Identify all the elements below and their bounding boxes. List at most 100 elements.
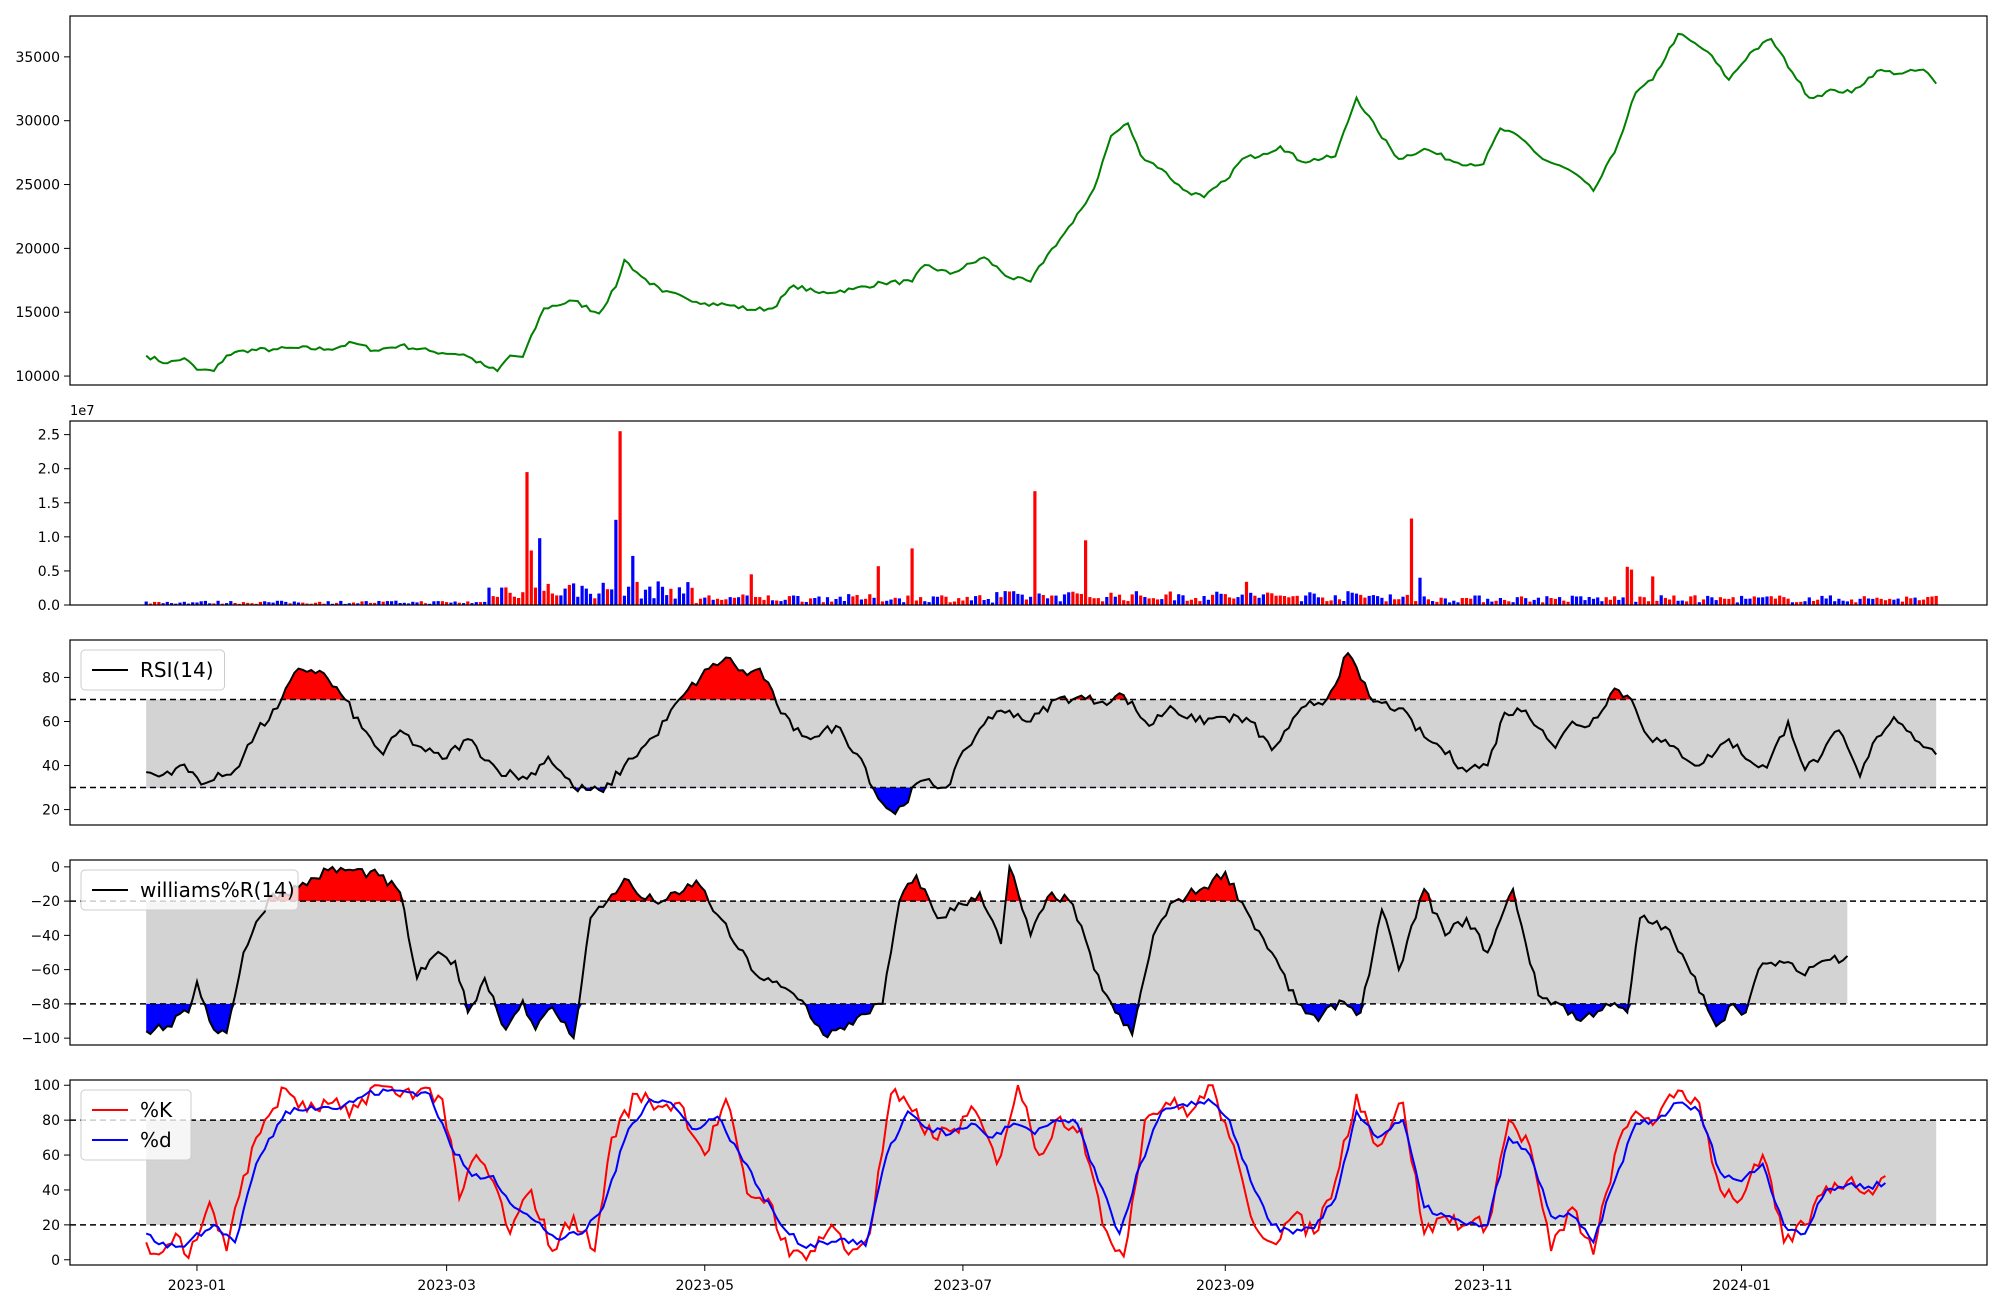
volume-bar	[1553, 598, 1557, 605]
volume-bar	[1680, 600, 1684, 605]
volume-bar	[965, 596, 969, 605]
volume-bar	[1308, 592, 1312, 605]
volume-bar	[809, 598, 813, 605]
volume-bar	[1528, 601, 1532, 605]
volume-bar	[889, 599, 893, 605]
volume-bar	[902, 602, 906, 605]
panel-frame-4	[69, 1079, 1988, 1266]
volume-bar	[347, 603, 351, 605]
volume-bar	[1244, 581, 1249, 605]
volume-bar	[1236, 597, 1240, 605]
volume-bar	[436, 601, 440, 605]
x-tick-label: 2023-01	[168, 1278, 227, 1294]
legend-box	[80, 649, 225, 691]
volume-bar	[1041, 595, 1045, 605]
volume-bar	[821, 602, 825, 605]
volume-bar	[161, 603, 165, 605]
volume-bar	[415, 602, 419, 605]
y-tick-label: 60	[42, 1148, 60, 1164]
volume-bar	[1024, 599, 1028, 605]
volume-bar	[258, 601, 262, 605]
volume-bar	[1604, 597, 1608, 605]
volume-bar	[296, 602, 301, 605]
volume-bar	[851, 596, 855, 605]
volume-bar	[1651, 576, 1655, 605]
volume-bar	[1562, 600, 1566, 605]
volume-bar	[779, 601, 783, 605]
volume-bar	[186, 603, 191, 605]
volume-bar	[1007, 591, 1012, 605]
volume-bar	[542, 590, 546, 605]
volume-bar	[978, 595, 982, 605]
volume-bar	[1160, 599, 1164, 605]
volume-bar	[1418, 577, 1422, 605]
x-tick-label: 2024-01	[1712, 1278, 1771, 1294]
volume-bar	[559, 595, 563, 605]
volume-bar	[487, 587, 491, 605]
volume-bar	[906, 595, 910, 605]
volume-bar	[1875, 597, 1879, 605]
neutral-band	[146, 901, 1848, 1004]
volume-bar	[749, 574, 753, 605]
volume-bar	[618, 431, 622, 605]
x-tick-label: 2023-11	[1454, 1278, 1513, 1294]
volume-bar	[1456, 602, 1460, 605]
volume-bar	[1477, 595, 1481, 605]
volume-bar	[1769, 596, 1773, 605]
legend-box	[80, 1089, 192, 1161]
volume-bar	[1663, 597, 1667, 605]
volume-bar	[335, 602, 339, 605]
volume-bar	[1232, 598, 1236, 605]
rsi-line	[146, 651, 1937, 816]
volume-bar	[1012, 591, 1016, 605]
volume-bar	[792, 595, 796, 605]
volume-bar	[1524, 598, 1528, 605]
y-tick-label: 25000	[15, 178, 60, 194]
y-tick-label: 0	[51, 1253, 60, 1269]
volume-bar	[694, 603, 698, 605]
volume-bar	[864, 598, 868, 605]
volume-bar	[1761, 597, 1765, 605]
volume-bar	[1194, 598, 1198, 605]
volume-bar	[402, 602, 406, 605]
volume-bar	[927, 602, 931, 605]
volume-bar	[144, 601, 148, 605]
volume-bar	[250, 603, 254, 605]
volume-bar	[1325, 601, 1329, 605]
volume-bar	[1697, 602, 1701, 605]
volume-bar	[368, 602, 373, 605]
neutral-band	[146, 1120, 1937, 1225]
y-tick-label: −40	[30, 928, 60, 944]
percent-k-line	[145, 1084, 1886, 1262]
volume-bar	[741, 594, 745, 605]
volume-bar	[1820, 595, 1824, 605]
volume-bar	[1685, 601, 1689, 605]
volume-bar	[538, 538, 542, 605]
volume-bar	[377, 601, 381, 605]
volume-bar	[1917, 600, 1921, 605]
volume-bar	[1346, 591, 1350, 605]
volume-bar	[483, 601, 487, 605]
volume-bar	[326, 601, 330, 605]
volume-bar	[1274, 595, 1278, 605]
y-tick-label: 80	[42, 1113, 60, 1129]
volume-bar	[622, 595, 626, 605]
volume-bar	[364, 601, 368, 605]
volume-bar	[407, 603, 411, 605]
volume-bar	[847, 594, 851, 605]
volume-bar	[1380, 597, 1384, 605]
volume-bar	[1629, 569, 1634, 605]
volume-bar	[360, 601, 364, 605]
volume-bar	[1249, 592, 1253, 605]
volume-bar	[517, 598, 521, 605]
volume-bar	[1638, 596, 1642, 605]
volume-bar	[521, 592, 525, 605]
volume-bar	[914, 600, 918, 605]
volume-bar	[639, 598, 643, 605]
volume-bar	[1676, 600, 1680, 605]
volume-bar	[1329, 600, 1333, 605]
volume-bar	[165, 601, 169, 605]
volume-bar	[690, 587, 694, 605]
volume-bar	[1075, 593, 1079, 605]
volume-bar	[318, 601, 322, 605]
